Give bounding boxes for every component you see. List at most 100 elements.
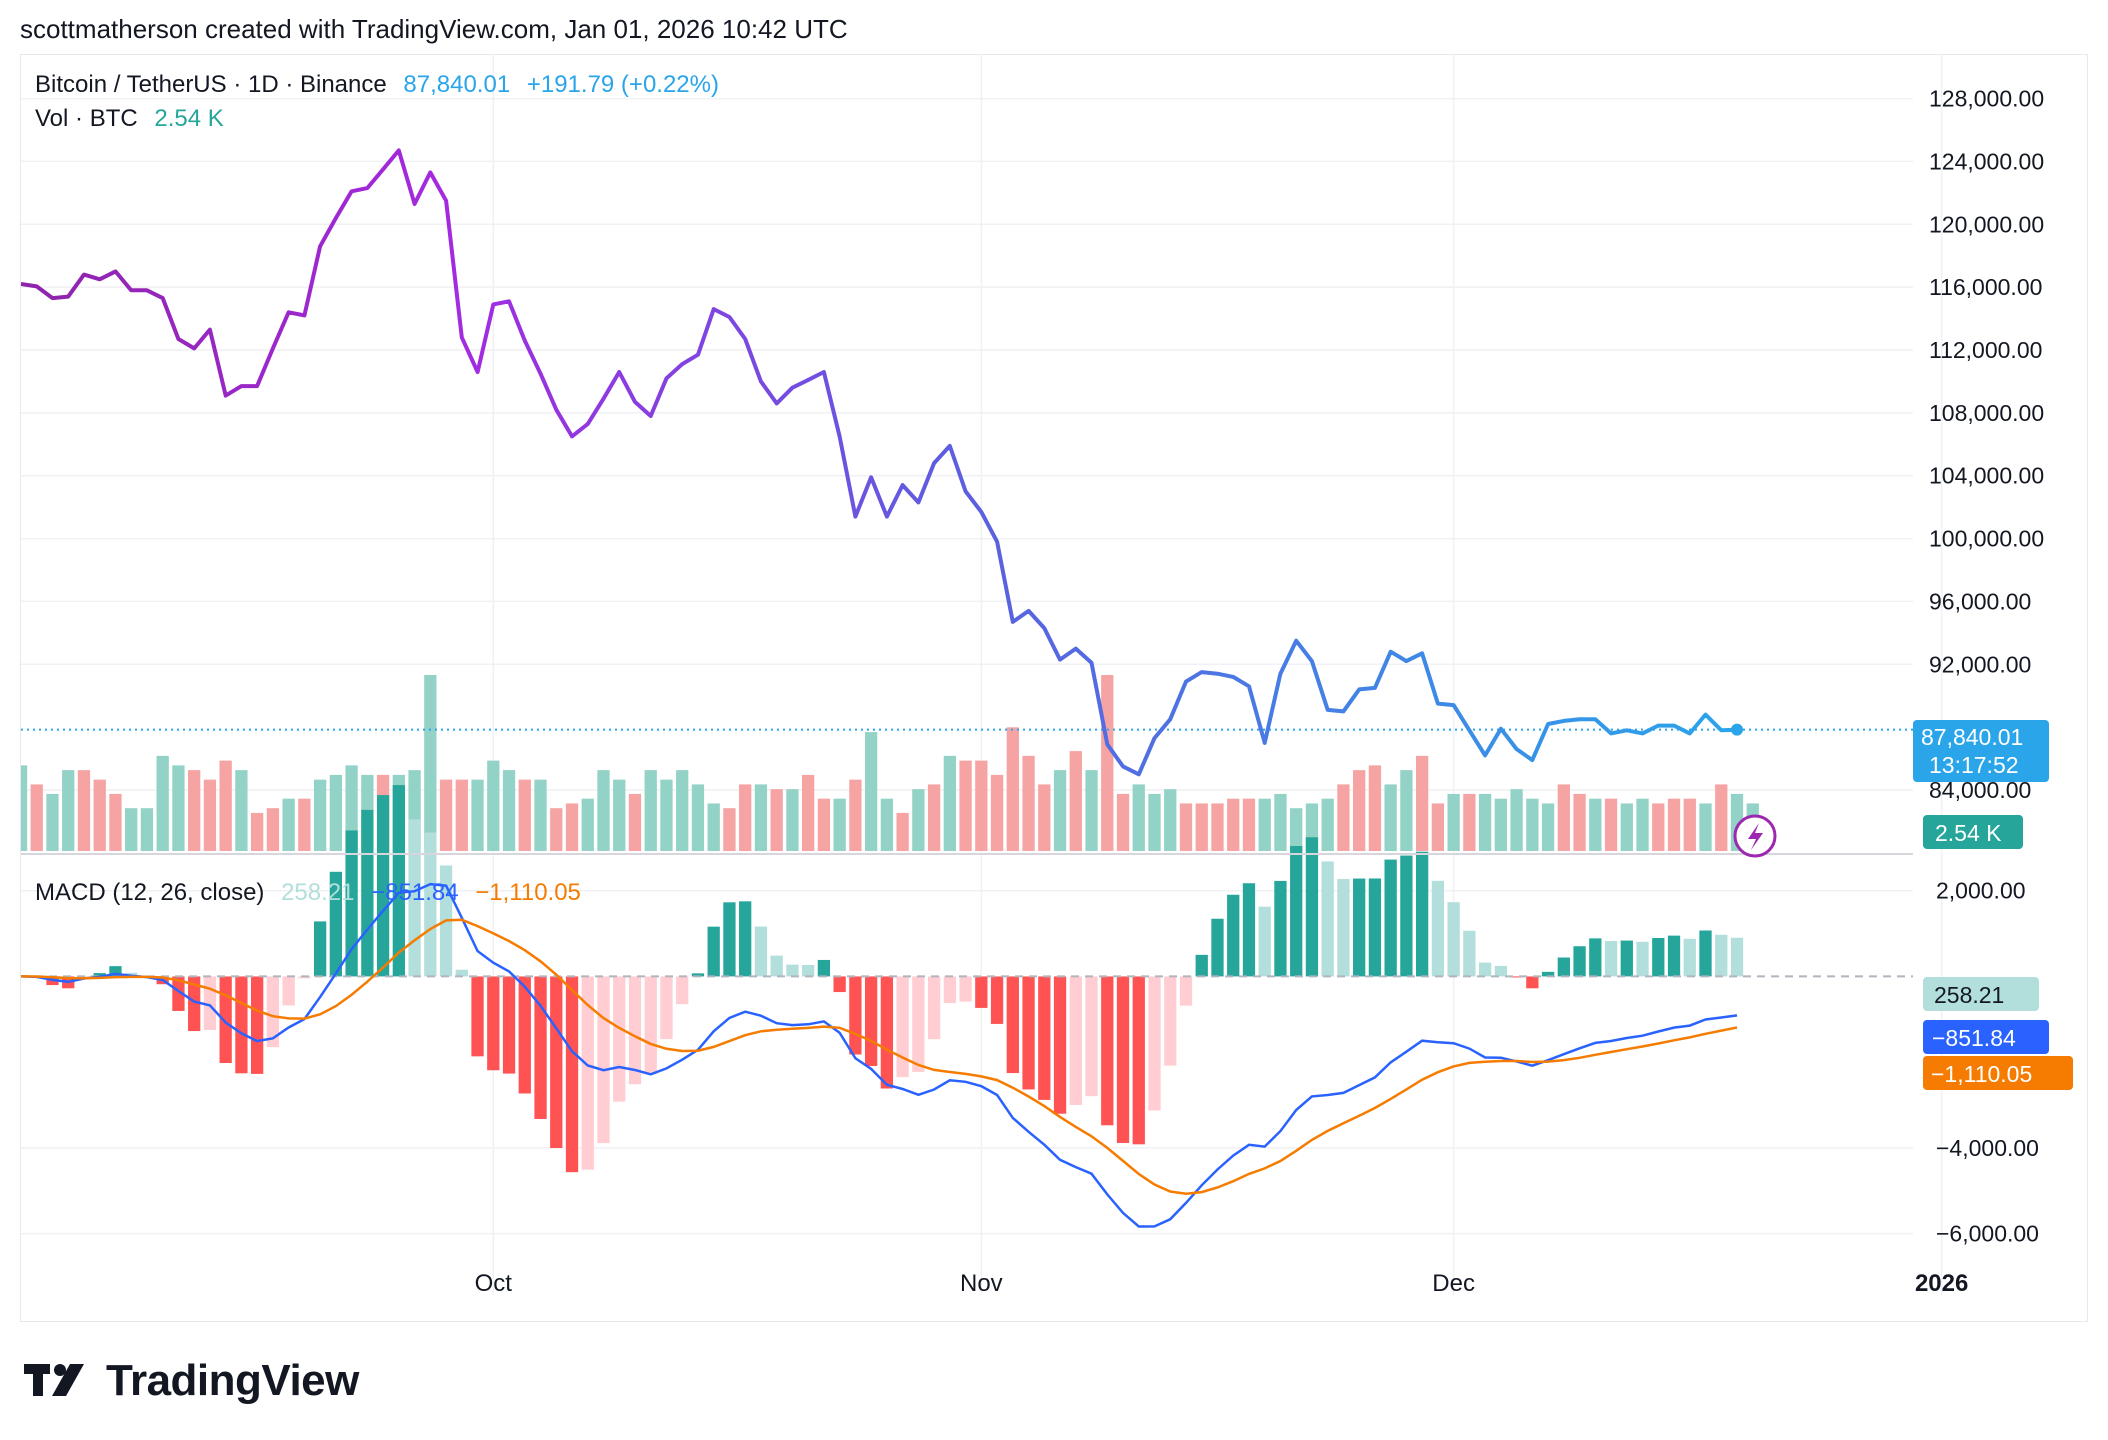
histogram-bar	[628, 976, 642, 1085]
volume-bar	[754, 784, 768, 851]
histogram-bar	[943, 976, 956, 1004]
histogram-bar	[502, 976, 516, 1074]
volume-bar	[1006, 727, 1019, 851]
histogram-bar	[1699, 930, 1712, 977]
histogram-tag: 258.21	[1923, 977, 2039, 1011]
signal-value: −1,110.05	[475, 879, 581, 906]
volume-bar	[1415, 755, 1429, 851]
price-axis-tick: 112,000.00	[1929, 337, 2042, 363]
histogram-bar	[1526, 976, 1539, 989]
histogram-bar	[990, 976, 1004, 1024]
histogram-bar	[565, 976, 579, 1173]
time-axis-tick: Oct	[475, 1270, 513, 1297]
histogram-bar	[1557, 957, 1570, 977]
volume-bar	[471, 779, 484, 851]
volume-bar	[1604, 798, 1618, 851]
volume-bar	[802, 774, 815, 851]
time-axis-tick: Dec	[1432, 1270, 1475, 1297]
histogram-bar	[471, 976, 484, 1057]
volume-bar	[1400, 770, 1413, 851]
chart-canvas[interactable]: 128,000.00 124,000.00 120,000.00 116,000.00…	[21, 55, 2089, 1323]
histogram-bar	[1573, 946, 1586, 977]
macd-histogram-value: 258.21	[281, 879, 355, 906]
tradingview-logo[interactable]: TradingView	[24, 1356, 359, 1406]
histogram-bar	[864, 976, 878, 1067]
signal-line	[21, 918, 1738, 1195]
histogram-bar	[1053, 976, 1067, 1114]
volume-legend: Vol · BTC 2.54 K	[35, 105, 234, 133]
histogram-bar	[1604, 941, 1618, 977]
histogram-bar	[487, 976, 500, 1071]
histogram-bar	[1415, 851, 1429, 977]
histogram-bar	[849, 976, 862, 1055]
price-change: +191.79 (+0.22%)	[526, 71, 719, 98]
volume-bar	[219, 760, 232, 851]
volume-bar	[518, 779, 531, 851]
volume-bar	[849, 779, 862, 851]
histogram-bar	[754, 926, 768, 977]
volume-bar	[1069, 751, 1082, 851]
histogram-bar	[786, 964, 799, 977]
histogram-bar	[550, 976, 563, 1149]
macd-tag: −851.84	[1923, 1020, 2049, 1054]
histogram-bar	[1321, 861, 1334, 977]
volume-bar	[1478, 793, 1492, 851]
volume-bar	[943, 755, 956, 851]
volume-bar	[613, 779, 626, 851]
chart-frame[interactable]: 128,000.00 124,000.00 120,000.00 116,000.00…	[20, 54, 2088, 1322]
volume-bar	[1589, 798, 1602, 851]
price-tag-countdown: 13:17:52	[1929, 752, 2019, 778]
chart-attribution: scottmatherson created with TradingView.…	[20, 14, 848, 44]
histogram-bar	[707, 926, 720, 977]
histogram-bar	[1510, 976, 1523, 978]
histogram-bar	[376, 795, 390, 977]
volume-bar	[487, 760, 500, 851]
volume-bar	[581, 798, 594, 851]
histogram-bar	[345, 830, 358, 977]
bolt-icon[interactable]	[1733, 814, 1777, 858]
price-axis-tick: 92,000.00	[1929, 651, 2031, 677]
volume-bar	[1431, 803, 1445, 851]
volume-bar	[739, 784, 752, 851]
price-tag: 87,840.01 13:17:52	[1913, 720, 2049, 782]
symbol-name[interactable]: Bitcoin / TetherUS · 1D · Binance	[35, 71, 387, 98]
histogram-bar	[1038, 976, 1051, 1100]
histogram-bar	[1494, 965, 1507, 977]
volume-bar	[1053, 770, 1067, 851]
histogram-bar	[1290, 846, 1303, 977]
histogram-bar	[1447, 902, 1460, 977]
macd-label[interactable]: MACD (12, 26, close)	[35, 879, 265, 906]
volume-bar	[1384, 784, 1397, 851]
volume-bar	[1321, 798, 1334, 851]
histogram-bar	[1589, 938, 1602, 977]
histogram-bar	[1384, 859, 1397, 977]
histogram-bar	[188, 976, 201, 1032]
volume-bar	[1620, 803, 1633, 851]
price-axis-tick: 104,000.00	[1929, 463, 2044, 489]
histogram-bar	[691, 973, 705, 977]
volume-bar	[1463, 793, 1476, 851]
volume-bar	[534, 779, 547, 851]
signal-tag: −1,110.05	[1923, 1056, 2073, 1090]
volume-label[interactable]: Vol · BTC	[35, 105, 138, 132]
volume-bar	[1148, 793, 1161, 851]
histogram-bar	[676, 976, 689, 1005]
volume-bar	[896, 812, 909, 851]
volume-bar	[786, 789, 799, 851]
price-axis-tick: 120,000.00	[1929, 211, 2044, 237]
histogram-bar	[172, 976, 185, 1011]
volume-bar	[1274, 793, 1287, 851]
volume-bar	[628, 793, 642, 851]
histogram-bar	[896, 976, 909, 1078]
macd-axis-tick: −4,000.00	[1936, 1135, 2039, 1161]
histogram-bar	[912, 976, 925, 1072]
signal-tag-value: −1,110.05	[1931, 1061, 2032, 1087]
volume-bar	[282, 798, 295, 851]
volume-bar	[21, 765, 28, 851]
histogram-bar	[802, 964, 815, 977]
volume-bar	[817, 798, 831, 851]
volume-bar	[1715, 784, 1728, 851]
histogram-bar	[927, 976, 941, 1040]
volume-bar	[1667, 798, 1681, 851]
volume-bar	[125, 808, 138, 851]
